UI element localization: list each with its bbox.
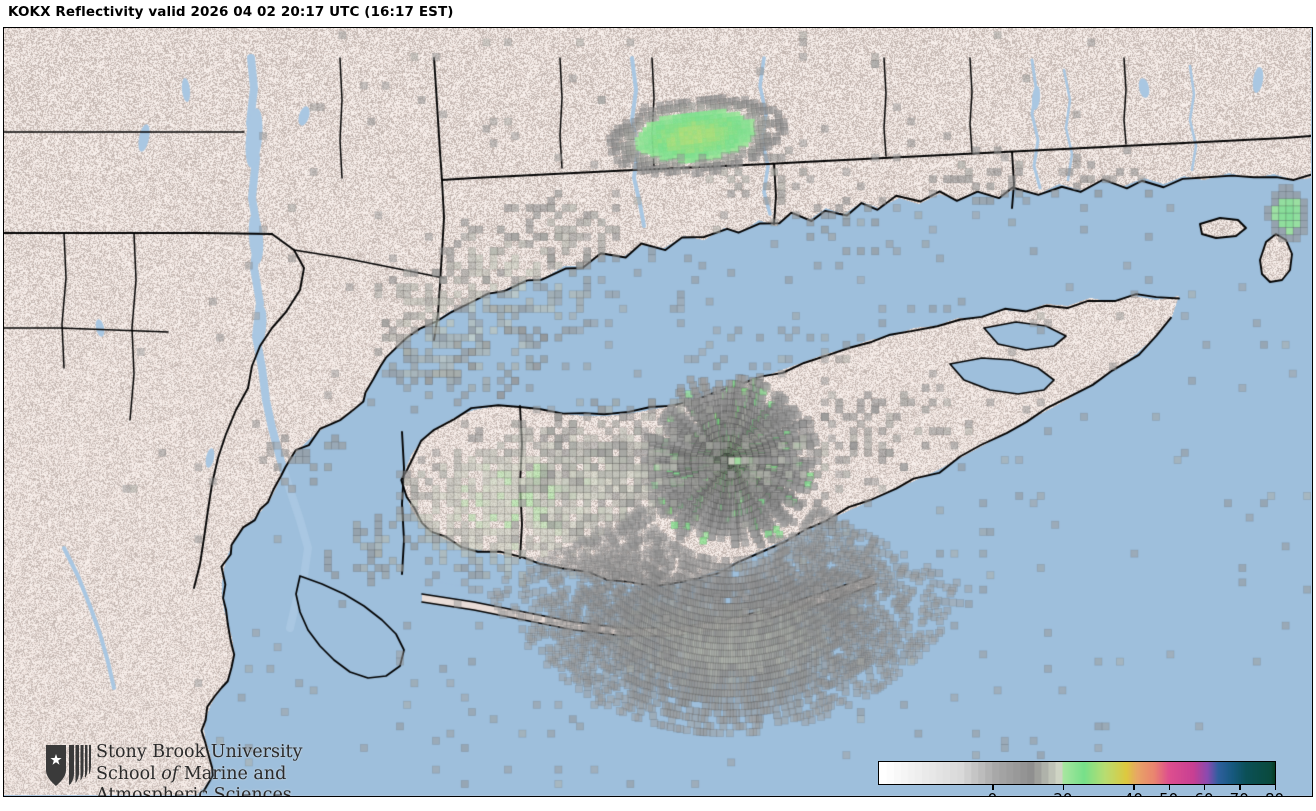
colorbar-tick: [1133, 785, 1135, 790]
colorbar-tick-label: 20: [1053, 790, 1072, 796]
radar-map-canvas[interactable]: [4, 28, 1311, 795]
colorbar-tick: [1239, 785, 1241, 790]
colorbar-gradient: [878, 761, 1276, 785]
colorbar-tick-label: 50: [1159, 790, 1178, 796]
colorbar-tick-labels: 0 20 40 50 60 70 80: [878, 790, 1284, 796]
colorbar-ticks: [878, 785, 1276, 791]
colorbar-tick: [1274, 785, 1276, 790]
map-frame[interactable]: Stony Brook University School of Marine …: [3, 27, 1313, 797]
colorbar-tick-label: 40: [1124, 790, 1143, 796]
colorbar-tick: [1062, 785, 1065, 790]
colorbar-tick-label: 0: [988, 790, 998, 796]
colorbar-canvas: [879, 762, 1275, 784]
colorbar-tick: [992, 785, 994, 790]
colorbar-tick-label: 60: [1194, 790, 1213, 796]
colorbar-tick-label: 70: [1230, 790, 1249, 796]
colorbar-tick-label: 80: [1265, 790, 1284, 796]
colorbar-tick: [1203, 785, 1206, 790]
page-title: KOKX Reflectivity valid 2026 04 02 20:17…: [8, 4, 454, 20]
title-bar: KOKX Reflectivity valid 2026 04 02 20:17…: [0, 0, 1316, 27]
colorbar: 0 20 40 50 60 70 80: [878, 761, 1284, 796]
colorbar-tick: [1168, 785, 1171, 790]
